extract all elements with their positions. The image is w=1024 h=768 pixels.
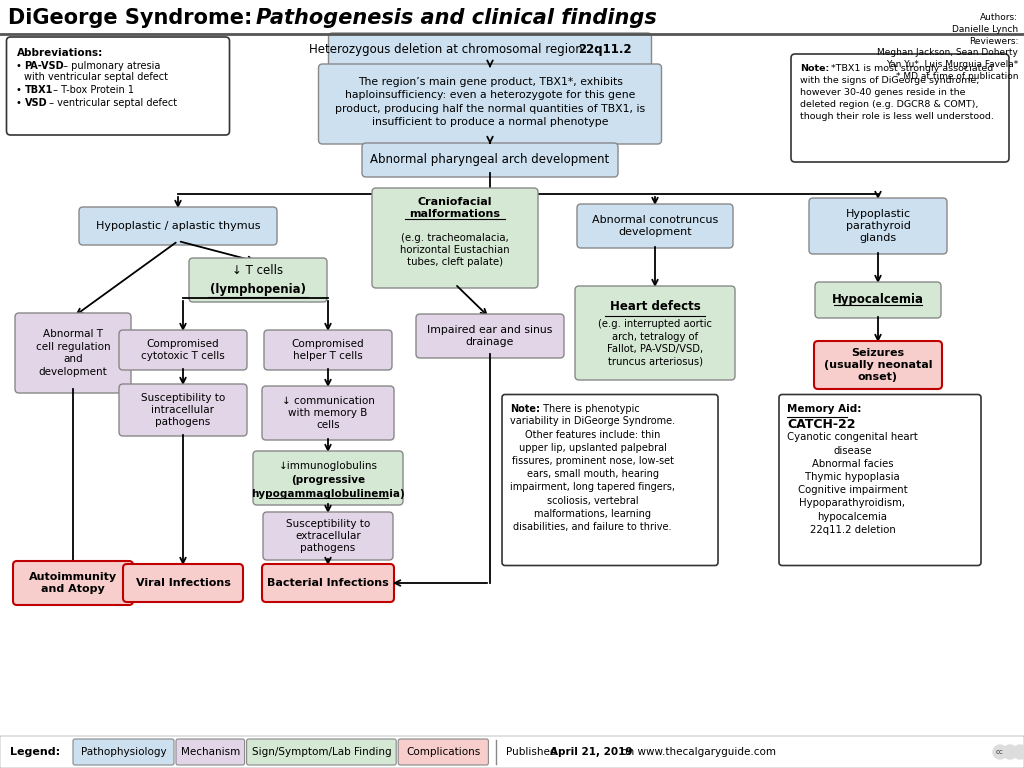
FancyBboxPatch shape <box>6 37 229 135</box>
Text: Mechanism: Mechanism <box>180 747 240 757</box>
Text: though their role is less well understood.: though their role is less well understoo… <box>800 112 994 121</box>
Text: TBX1: TBX1 <box>25 85 53 95</box>
FancyBboxPatch shape <box>73 739 174 765</box>
FancyBboxPatch shape <box>0 736 1024 768</box>
Text: Cyanotic congenital heart
disease
Abnormal facies
Thymic hypoplasia
Cognitive im: Cyanotic congenital heart disease Abnorm… <box>787 432 918 535</box>
Text: Heterozygous deletion at chromosomal region: Heterozygous deletion at chromosomal reg… <box>309 44 587 57</box>
FancyBboxPatch shape <box>176 739 245 765</box>
Text: Susceptibility to
extracellular
pathogens: Susceptibility to extracellular pathogen… <box>286 518 370 554</box>
Text: ↓ communication
with memory B
cells: ↓ communication with memory B cells <box>282 396 375 430</box>
Text: however 30-40 genes reside in the: however 30-40 genes reside in the <box>800 88 966 97</box>
Text: (progressive: (progressive <box>291 475 366 485</box>
Text: Compromised
cytotoxic T cells: Compromised cytotoxic T cells <box>141 339 225 361</box>
Text: •: • <box>16 85 26 95</box>
Text: •: • <box>16 61 26 71</box>
Text: There is phenotypic: There is phenotypic <box>540 405 640 415</box>
Text: 22q11.2: 22q11.2 <box>579 44 632 57</box>
Text: Sign/Symptom/Lab Finding: Sign/Symptom/Lab Finding <box>252 747 391 757</box>
Text: (e.g. tracheomalacia,
horizontal Eustachian
tubes, cleft palate): (e.g. tracheomalacia, horizontal Eustach… <box>400 233 510 267</box>
Text: Abnormal conotruncus
development: Abnormal conotruncus development <box>592 215 718 237</box>
FancyBboxPatch shape <box>13 561 133 605</box>
Text: Abnormal T
cell regulation
and
development: Abnormal T cell regulation and developme… <box>36 329 111 376</box>
FancyBboxPatch shape <box>189 258 327 302</box>
FancyBboxPatch shape <box>372 188 538 288</box>
FancyBboxPatch shape <box>416 314 564 358</box>
FancyBboxPatch shape <box>502 395 718 565</box>
Text: Craniofacial
malformations: Craniofacial malformations <box>410 197 501 219</box>
Text: April 21, 2019: April 21, 2019 <box>551 747 633 757</box>
Text: Hypoplastic
parathyroid
glands: Hypoplastic parathyroid glands <box>846 209 910 243</box>
Text: Memory Aid:: Memory Aid: <box>787 405 861 415</box>
Circle shape <box>1002 745 1017 759</box>
Text: Bacterial Infections: Bacterial Infections <box>267 578 389 588</box>
FancyBboxPatch shape <box>398 739 488 765</box>
FancyBboxPatch shape <box>247 739 396 765</box>
Text: with the signs of DiGeorge syndrome,: with the signs of DiGeorge syndrome, <box>800 76 979 85</box>
Text: The region’s main gene product, TBX1*, exhibits
haploinsufficiency: even a heter: The region’s main gene product, TBX1*, e… <box>335 78 645 127</box>
Text: VSD: VSD <box>25 98 47 108</box>
Text: Autoimmunity
and Atopy: Autoimmunity and Atopy <box>29 572 117 594</box>
FancyBboxPatch shape <box>15 313 131 393</box>
Text: variability in DiGeorge Syndrome.
Other features include: thin
upper lip, upslan: variability in DiGeorge Syndrome. Other … <box>510 416 675 532</box>
Text: with ventricular septal defect: with ventricular septal defect <box>25 72 169 82</box>
Text: – pulmonary atresia: – pulmonary atresia <box>60 61 161 71</box>
Text: hypogammaglobulinemia): hypogammaglobulinemia) <box>251 489 404 499</box>
Text: (lymphopenia): (lymphopenia) <box>210 283 306 296</box>
Text: Note:: Note: <box>800 64 829 73</box>
FancyBboxPatch shape <box>123 564 243 602</box>
FancyBboxPatch shape <box>577 204 733 248</box>
Text: Abnormal pharyngeal arch development: Abnormal pharyngeal arch development <box>371 154 609 167</box>
Text: DiGeorge Syndrome:: DiGeorge Syndrome: <box>8 8 260 28</box>
FancyBboxPatch shape <box>814 341 942 389</box>
Text: Susceptibility to
intracellular
pathogens: Susceptibility to intracellular pathogen… <box>141 392 225 428</box>
FancyBboxPatch shape <box>779 395 981 565</box>
FancyBboxPatch shape <box>318 64 662 144</box>
Text: Abbreviations:: Abbreviations: <box>16 48 102 58</box>
Text: •: • <box>16 98 26 108</box>
Text: Hypoplastic / aplastic thymus: Hypoplastic / aplastic thymus <box>96 221 260 231</box>
Circle shape <box>1013 745 1024 759</box>
Text: Note:: Note: <box>510 405 540 415</box>
FancyBboxPatch shape <box>815 282 941 318</box>
FancyBboxPatch shape <box>79 207 278 245</box>
FancyBboxPatch shape <box>253 451 403 505</box>
Text: Complications: Complications <box>407 747 480 757</box>
Text: Hypocalcemia: Hypocalcemia <box>831 293 924 306</box>
Text: Seizures
(usually neonatal
onset): Seizures (usually neonatal onset) <box>823 348 932 382</box>
Circle shape <box>993 745 1007 759</box>
Text: Heart defects: Heart defects <box>609 300 700 313</box>
Text: Published: Published <box>507 747 560 757</box>
Text: PA-VSD: PA-VSD <box>25 61 65 71</box>
FancyBboxPatch shape <box>264 330 392 370</box>
Text: Pathogenesis and clinical findings: Pathogenesis and clinical findings <box>256 8 656 28</box>
Text: Legend:: Legend: <box>10 747 60 757</box>
Text: Pathophysiology: Pathophysiology <box>81 747 166 757</box>
Text: – T-box Protein 1: – T-box Protein 1 <box>50 85 134 95</box>
Text: (e.g. interrupted aortic
arch, tetralogy of
Fallot, PA-VSD/VSD,
truncus arterios: (e.g. interrupted aortic arch, tetralogy… <box>598 319 712 366</box>
Text: Authors:
Danielle Lynch
Reviewers:
Meghan Jackson, Sean Doherty
Yan Yu*, Luis Mu: Authors: Danielle Lynch Reviewers: Megha… <box>878 13 1018 81</box>
FancyBboxPatch shape <box>362 143 618 177</box>
Text: cc: cc <box>996 749 1004 755</box>
Text: deleted region (e.g. DGCR8 & COMT),: deleted region (e.g. DGCR8 & COMT), <box>800 100 978 109</box>
FancyBboxPatch shape <box>119 384 247 436</box>
FancyBboxPatch shape <box>575 286 735 380</box>
Text: ↓ T cells: ↓ T cells <box>232 264 284 277</box>
Text: CATCH-22: CATCH-22 <box>787 419 855 432</box>
Text: Viral Infections: Viral Infections <box>135 578 230 588</box>
Text: ↓immunoglobulins: ↓immunoglobulins <box>279 461 378 471</box>
FancyBboxPatch shape <box>263 512 393 560</box>
Text: *TBX1 is most strongly associated: *TBX1 is most strongly associated <box>828 64 993 73</box>
FancyBboxPatch shape <box>809 198 947 254</box>
FancyBboxPatch shape <box>329 33 651 67</box>
FancyBboxPatch shape <box>262 386 394 440</box>
FancyBboxPatch shape <box>262 564 394 602</box>
Text: on www.thecalgaryguide.com: on www.thecalgaryguide.com <box>618 747 776 757</box>
Text: Impaired ear and sinus
drainage: Impaired ear and sinus drainage <box>427 325 553 347</box>
Text: Compromised
helper T cells: Compromised helper T cells <box>292 339 365 361</box>
Text: – ventricular septal defect: – ventricular septal defect <box>46 98 177 108</box>
FancyBboxPatch shape <box>119 330 247 370</box>
FancyBboxPatch shape <box>791 54 1009 162</box>
